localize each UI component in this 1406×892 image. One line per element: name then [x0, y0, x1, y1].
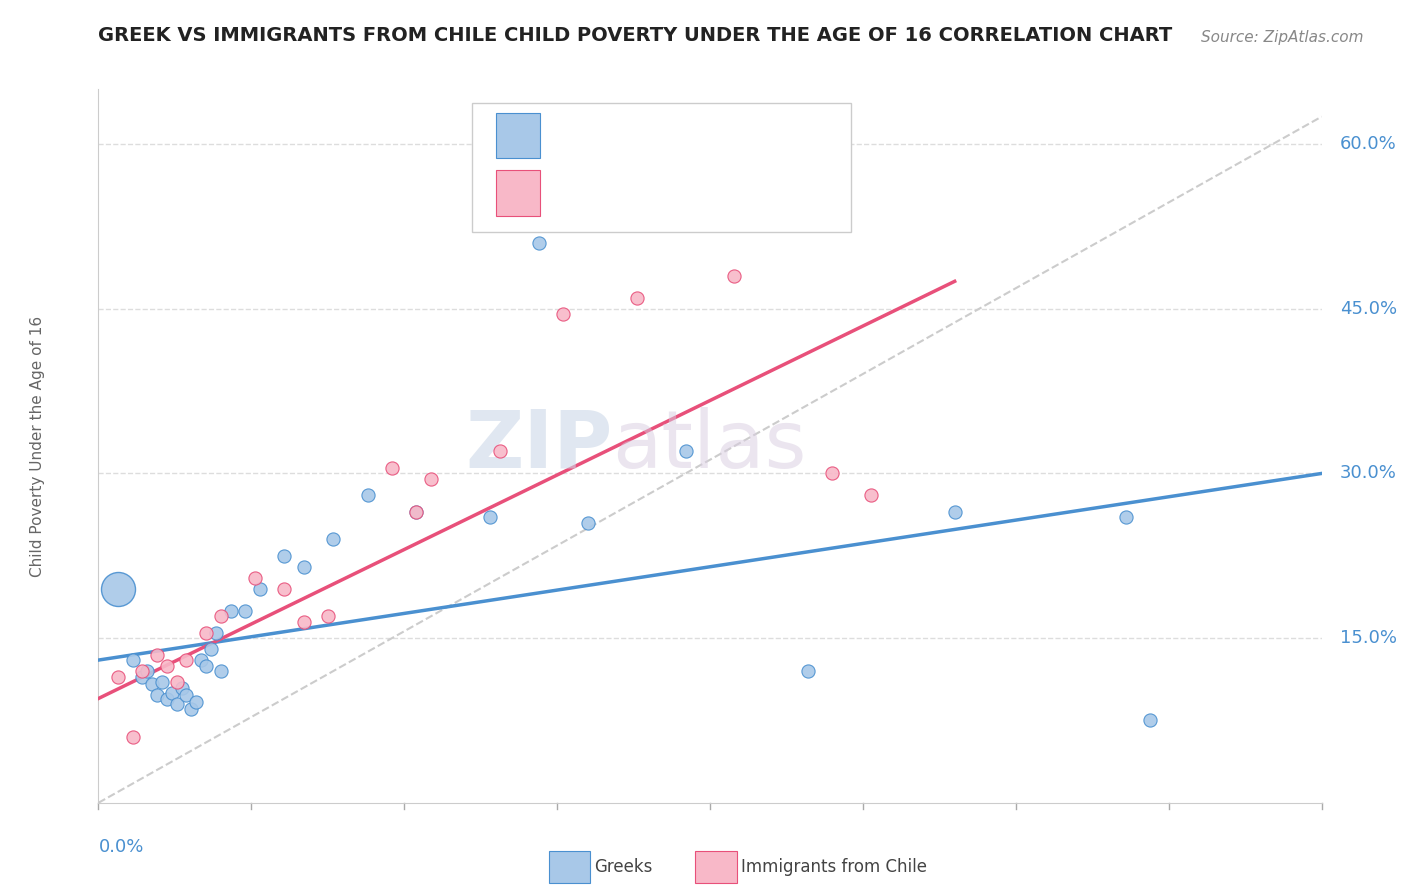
Point: [195, 658, 218, 673]
Point: [318, 609, 340, 624]
Point: [136, 664, 159, 678]
Point: [723, 268, 745, 283]
Point: [205, 625, 228, 640]
Text: 0.0%: 0.0%: [98, 838, 143, 856]
Point: [156, 691, 179, 706]
Point: [209, 609, 232, 624]
Point: [233, 604, 256, 618]
Point: [292, 615, 315, 629]
Point: [131, 669, 153, 683]
Point: [160, 686, 183, 700]
Point: [131, 664, 153, 678]
Point: [107, 582, 129, 596]
Point: [943, 505, 966, 519]
Text: Child Poverty Under the Age of 16: Child Poverty Under the Age of 16: [30, 316, 45, 576]
Text: 15.0%: 15.0%: [1340, 629, 1398, 647]
Point: [405, 505, 427, 519]
Point: [146, 688, 169, 702]
Point: [190, 653, 212, 667]
Point: [176, 688, 198, 702]
Point: [322, 533, 344, 547]
Point: [209, 664, 232, 678]
Point: [381, 461, 404, 475]
Point: [527, 235, 550, 250]
Point: [150, 675, 173, 690]
Point: [488, 444, 510, 458]
Point: [180, 702, 202, 716]
Point: [420, 472, 443, 486]
FancyBboxPatch shape: [471, 103, 851, 232]
Point: [797, 664, 820, 678]
Text: Greeks: Greeks: [593, 858, 652, 876]
Text: R = 0.292   N = 35: R = 0.292 N = 35: [560, 127, 730, 145]
Point: [553, 307, 575, 321]
Text: Source: ZipAtlas.com: Source: ZipAtlas.com: [1201, 29, 1364, 45]
Point: [219, 604, 242, 618]
Text: 60.0%: 60.0%: [1340, 135, 1396, 153]
Point: [405, 505, 427, 519]
Point: [243, 571, 266, 585]
Point: [576, 516, 599, 530]
FancyBboxPatch shape: [496, 169, 540, 216]
Point: [273, 549, 295, 563]
Point: [356, 488, 378, 502]
Point: [141, 677, 163, 691]
Text: 45.0%: 45.0%: [1340, 300, 1398, 318]
Point: [292, 559, 315, 574]
Point: [821, 467, 844, 481]
Point: [195, 625, 218, 640]
Text: Immigrants from Chile: Immigrants from Chile: [741, 858, 927, 876]
Text: ZIP: ZIP: [465, 407, 612, 485]
Point: [626, 291, 648, 305]
FancyBboxPatch shape: [548, 851, 591, 883]
Point: [176, 653, 198, 667]
Point: [146, 648, 169, 662]
Point: [121, 653, 143, 667]
Text: 30.0%: 30.0%: [1340, 465, 1398, 483]
Point: [166, 697, 188, 711]
Text: R = 0.619   N = 22: R = 0.619 N = 22: [560, 184, 730, 202]
Point: [121, 730, 143, 744]
Point: [186, 695, 208, 709]
Text: GREEK VS IMMIGRANTS FROM CHILE CHILD POVERTY UNDER THE AGE OF 16 CORRELATION CHA: GREEK VS IMMIGRANTS FROM CHILE CHILD POV…: [98, 26, 1173, 45]
Point: [166, 675, 188, 690]
Point: [156, 658, 179, 673]
FancyBboxPatch shape: [496, 112, 540, 159]
Point: [200, 642, 222, 657]
FancyBboxPatch shape: [696, 851, 737, 883]
Point: [249, 582, 271, 596]
Point: [1139, 714, 1161, 728]
Point: [860, 488, 883, 502]
Point: [107, 669, 129, 683]
Text: atlas: atlas: [612, 407, 807, 485]
Point: [1115, 510, 1137, 524]
Point: [273, 582, 295, 596]
Point: [478, 510, 501, 524]
Point: [675, 444, 697, 458]
Point: [170, 681, 193, 695]
